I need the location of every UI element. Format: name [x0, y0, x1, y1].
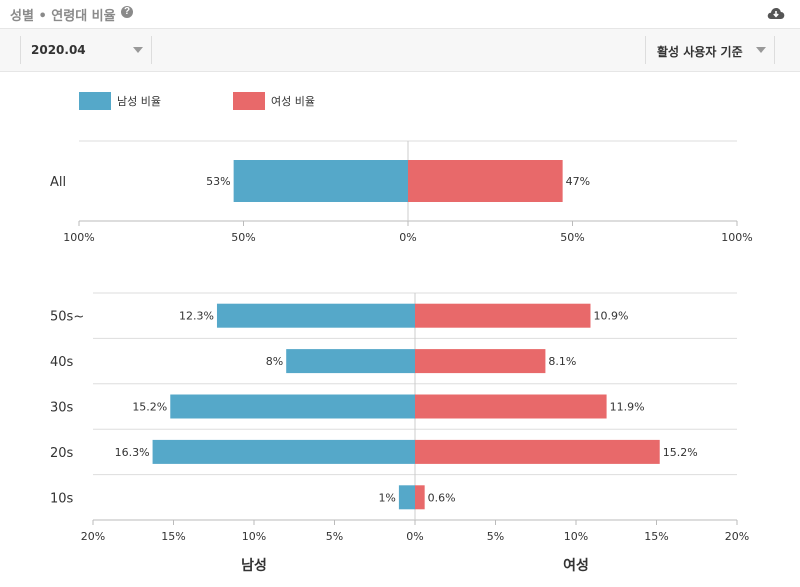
data-label-male: 12.3%	[179, 310, 214, 323]
period-select-value: 2020.04	[31, 43, 86, 57]
widget-title: 성별 • 연령대 비율	[10, 9, 116, 24]
legend-label-0: 남성 비율	[117, 95, 161, 108]
filter-toolbar: 2020.04 활성 사용자 기준	[0, 29, 800, 72]
x-tick-label: 100%	[63, 231, 94, 244]
category-label: All	[50, 175, 66, 190]
bar-male	[286, 349, 415, 374]
x-tick-label: 20%	[725, 530, 749, 543]
data-label-female: 47%	[566, 175, 590, 188]
chevron-down-icon	[133, 47, 143, 53]
category-label: 40s	[50, 355, 74, 370]
basis-select-value: 활성 사용자 기준	[657, 45, 743, 59]
bar-female	[415, 303, 591, 328]
bar-female	[415, 439, 660, 464]
chevron-down-icon	[756, 47, 766, 53]
category-label: 50s~	[50, 310, 84, 325]
widget-header: 성별 • 연령대 비율 ?	[0, 0, 800, 29]
bar-male	[216, 303, 415, 328]
gender-age-chart: 남성 비율 여성 비율 100% 50% 0% 50% 100% All 53% 47% 20%…	[50, 92, 753, 574]
x-tick-label: 10%	[564, 530, 588, 543]
x-tick-label: 10%	[242, 530, 266, 543]
x-tick-label: 15%	[644, 530, 668, 543]
x-tick-label: 15%	[161, 530, 185, 543]
category-label: 10s	[50, 491, 74, 506]
data-label-female: 15.2%	[663, 446, 698, 459]
x-tick-label: 100%	[721, 231, 752, 244]
data-label-male: 1%	[378, 491, 395, 504]
data-label-male: 8%	[266, 355, 283, 368]
bar-female	[415, 349, 546, 374]
help-icon[interactable]: ?	[121, 6, 133, 18]
x-tick-label: 50%	[231, 231, 255, 244]
x-tick-label: 20%	[81, 530, 105, 543]
chart-age: 20% 15% 10% 5% 0% 5% 10% 15% 20% 50s~ 12.3% 10.9% 40…	[50, 292, 749, 574]
x-tick-label: 0%	[399, 231, 416, 244]
x-tick-label: 50%	[560, 231, 584, 244]
chart-legend: 남성 비율 여성 비율	[79, 92, 315, 110]
legend-swatch-0	[79, 92, 111, 110]
x-label-female: 여성	[563, 557, 589, 574]
chart-all: 100% 50% 0% 50% 100% All 53% 47%	[50, 140, 753, 244]
data-label-female: 0.6%	[428, 491, 456, 504]
bar-male	[170, 394, 415, 419]
bar-male	[398, 485, 415, 510]
category-label: 20s	[50, 446, 74, 461]
bar-female	[408, 160, 563, 202]
basis-select[interactable]: 활성 사용자 기준	[645, 36, 775, 64]
x-tick-label: 5%	[487, 530, 504, 543]
data-label-male: 53%	[206, 175, 230, 188]
data-label-female: 10.9%	[593, 310, 628, 323]
x-label-male: 남성	[241, 557, 267, 574]
bar-male	[233, 160, 408, 202]
bar-male	[152, 439, 415, 464]
bar-female	[415, 394, 607, 419]
x-tick-label: 5%	[326, 530, 343, 543]
cloud-download-icon[interactable]	[767, 6, 785, 20]
x-tick-label: 0%	[406, 530, 423, 543]
data-label-female: 11.9%	[610, 401, 645, 414]
bar-female	[415, 485, 425, 510]
legend-swatch-1	[233, 92, 265, 110]
category-label: 30s	[50, 401, 74, 416]
data-label-male: 16.3%	[115, 446, 150, 459]
legend-label-1: 여성 비율	[271, 95, 315, 108]
period-select[interactable]: 2020.04	[20, 36, 152, 64]
data-label-female: 8.1%	[548, 355, 576, 368]
data-label-male: 15.2%	[132, 401, 167, 414]
